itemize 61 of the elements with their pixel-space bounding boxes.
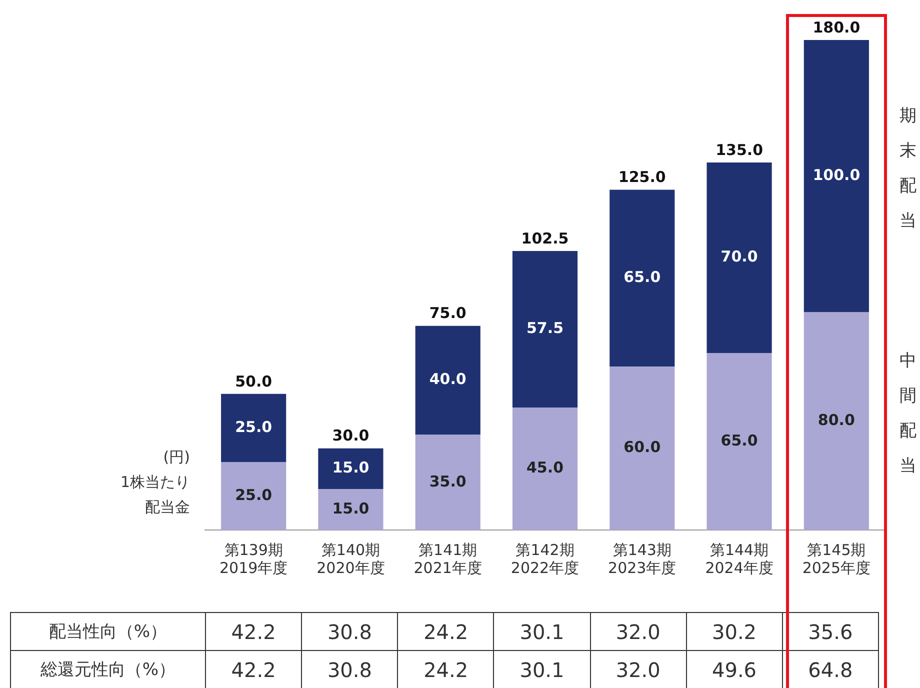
data-label: 70.0	[720, 248, 758, 266]
bar	[512, 250, 578, 408]
x-tick-label: 第139期 2019年度	[219, 540, 288, 577]
bar	[415, 326, 480, 435]
data-label: 45.0	[526, 458, 564, 477]
data-label: 100.0	[812, 166, 860, 184]
total-label: 135.0	[716, 140, 764, 159]
text: 42.2	[206, 612, 302, 650]
data-label: 80.0	[818, 411, 855, 429]
data-label: 65.0	[624, 268, 661, 286]
bar	[221, 462, 286, 530]
text: 30.1	[494, 612, 590, 650]
data-label: 25.0	[235, 486, 272, 504]
bar	[221, 394, 286, 462]
text: 42.2	[206, 650, 302, 688]
x-tick-label: 第140期 2020年度	[316, 540, 385, 577]
text: 30.8	[302, 612, 398, 650]
series-label: 中間配当	[898, 351, 918, 478]
total-label: 75.0	[429, 304, 466, 322]
bar	[415, 434, 480, 530]
x-tick-label: 第142期 2022年度	[510, 540, 580, 577]
bar	[512, 408, 578, 530]
text: 49.6	[686, 650, 782, 688]
text: 32.0	[590, 650, 686, 688]
x-tick-label: 第144期 2024年度	[705, 540, 774, 577]
text: 32.0	[590, 612, 686, 650]
bar	[804, 40, 869, 312]
x-tick-label: 第141期 2021年度	[414, 540, 482, 577]
text: 配当性向（%）	[10, 612, 206, 650]
bar	[610, 366, 675, 530]
y-axis-title: (円) 1株当たり配当金	[119, 447, 190, 518]
total-label: 30.0	[332, 426, 370, 445]
bar	[706, 353, 772, 530]
text: 35.6	[782, 612, 878, 650]
total-label: 50.0	[235, 372, 272, 390]
data-label: 57.5	[526, 319, 564, 338]
bar	[706, 162, 772, 354]
data-label: 65.0	[720, 431, 758, 450]
total-label: 180.0	[812, 18, 860, 36]
bar	[804, 312, 869, 530]
x-tick-label: 第143期 2023年度	[608, 540, 676, 577]
data-label: 60.0	[624, 438, 661, 456]
bar	[318, 489, 384, 530]
text: 30.8	[302, 650, 398, 688]
series-label: 期末配当	[898, 106, 918, 232]
text: 30.2	[686, 612, 782, 650]
bar	[610, 190, 675, 367]
data-label: 15.0	[332, 499, 370, 518]
text: 30.1	[494, 650, 590, 688]
text: 24.2	[398, 612, 494, 650]
text: 24.2	[398, 650, 494, 688]
data-label: 15.0	[332, 458, 370, 477]
total-label: 125.0	[618, 168, 666, 186]
data-label: 35.0	[429, 472, 466, 490]
total-label: 102.5	[521, 229, 569, 248]
text: 64.8	[782, 650, 878, 688]
text: 総還元性向（%）	[10, 650, 206, 688]
data-label: 25.0	[235, 418, 272, 436]
bar	[318, 448, 384, 490]
data-label: 40.0	[429, 370, 466, 388]
x-tick-label: 第145期 2025年度	[802, 540, 871, 577]
